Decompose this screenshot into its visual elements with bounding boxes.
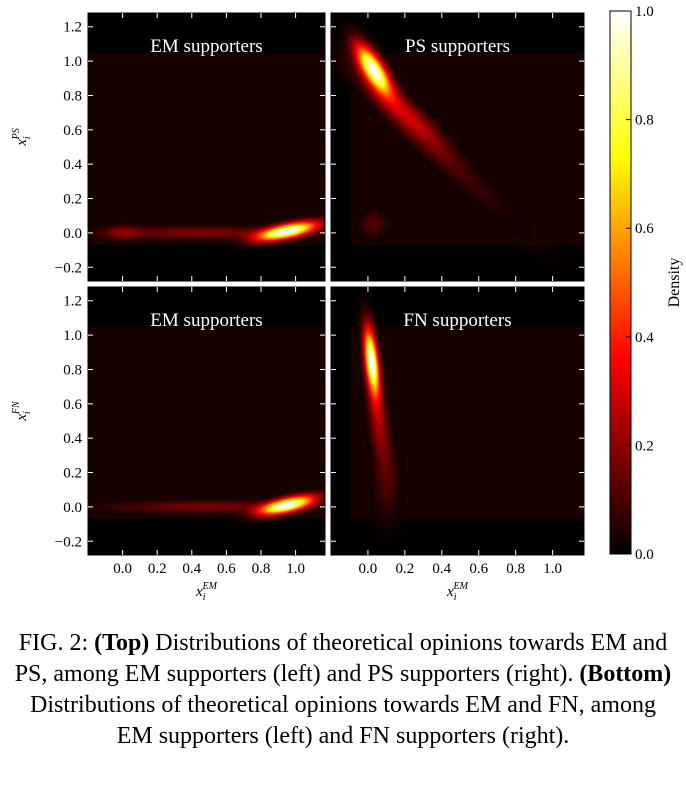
colorbar-tick-label: 0.8 [635,113,654,129]
colorbar-tick-label: 0.2 [635,438,654,454]
x-tick-label: 1.0 [543,561,562,577]
panel-title: FN supporters [403,310,511,331]
y-tick-label: 0.6 [63,123,82,139]
panel-frame [87,286,326,556]
y-tick-label: 0.2 [63,466,82,482]
caption-top-text: Distributions of theoretical opinions to… [14,630,668,687]
x-tick-label: 0.6 [469,561,488,577]
x-tick-label: 0.2 [148,561,167,577]
colorbar-tick-label: 0.6 [635,221,654,237]
figure-caption: FIG. 2: (Top) Distributions of theoretic… [10,628,676,752]
x-tick-label: 0.4 [432,561,451,577]
caption-bottom-bold: (Bottom) [579,661,672,687]
colorbar-label: Density [666,258,683,308]
heatmap-panel-2: PS supporters [330,12,585,282]
y-tick-label: 0.0 [63,500,82,516]
y-tick-label: 0.6 [63,397,82,413]
x-tick-label: 0.0 [113,561,132,577]
panel-title: EM supporters [150,36,262,57]
panel-frame [330,286,585,556]
heatmap-panel-4: FN supporters [330,286,585,556]
x-tick-label: 0.2 [395,561,414,577]
caption-fig-label: FIG. 2: [18,630,89,656]
x-axis-label: xiEM [195,581,218,603]
x-axis-label: xiEM [446,581,469,603]
y-tick-label: 1.2 [63,294,82,310]
panel-frame [330,12,585,282]
panel-frame [87,12,326,282]
x-tick-label: 1.0 [286,561,305,577]
colorbar-tick-label: 1.0 [635,4,654,20]
y-tick-label: 1.0 [63,328,82,344]
x-tick-label: 0.4 [182,561,201,577]
figure-chart: EM supporters PS supporters EM supporters F… [11,4,683,603]
caption-top-bold: (Top) [94,630,150,656]
x-tick-label: 0.8 [252,561,271,577]
caption-bottom-text: Distributions of theoretical opinions to… [30,692,656,749]
y-tick-label: 0.4 [63,157,82,173]
x-tick-label: 0.6 [217,561,236,577]
y-tick-label: 0.8 [63,88,82,104]
heatmap-image-3 [88,287,325,555]
panel-title: EM supporters [150,310,262,331]
y-tick-label: 0.4 [63,431,82,447]
y-axis-label: xiFN [11,400,33,422]
colorbar-tick-label: 0.0 [635,547,654,563]
panel-title: PS supporters [405,36,510,57]
y-tick-label: 0.2 [63,192,82,208]
heatmap-panel-3: EM supporters [87,286,326,556]
heatmap-image-4 [331,287,584,555]
x-tick-label: 0.0 [359,561,378,577]
heatmap-panel-1: EM supporters [87,12,326,282]
heatmap-image-2 [331,13,584,281]
y-tick-label: 1.2 [63,20,82,36]
x-tick-label: 0.8 [506,561,525,577]
y-axis-label: xiPS [11,128,33,147]
colorbar-gradient [609,10,632,555]
y-tick-label: 1.0 [63,54,82,70]
colorbar: 0.0 0.2 0.4 0.6 0.8 1.0 Density [609,4,683,563]
panel-axes-4: 0.0 0.2 0.4 0.6 0.8 1.0 xiEM [331,287,584,603]
y-tick-label: 0.8 [63,362,82,378]
y-tick-label: −0.2 [55,534,82,550]
y-tick-label: −0.2 [55,260,82,276]
colorbar-tick-label: 0.4 [635,330,654,346]
heatmap-image-1 [88,13,325,281]
y-tick-label: 0.0 [63,226,82,242]
panel-axes-2 [331,13,584,281]
